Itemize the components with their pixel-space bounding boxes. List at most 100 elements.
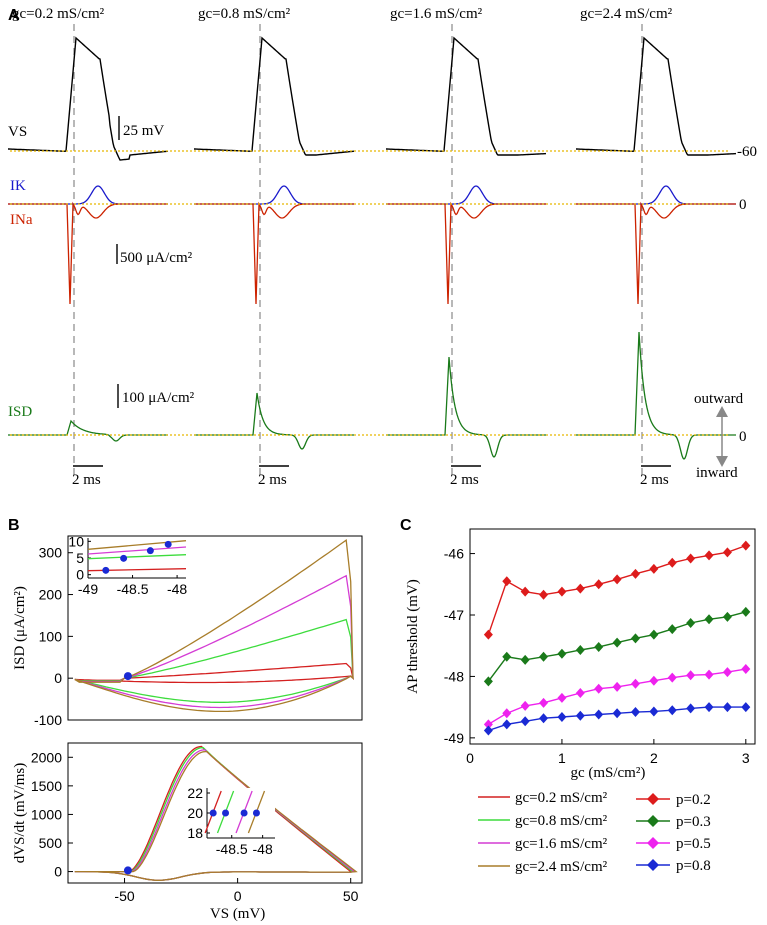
c-data-point [630,633,640,644]
legend-p-label: p=0.5 [676,836,711,852]
isd-trace [8,419,168,442]
c-ytick-label: -49 [444,730,464,746]
condition-title: gc=0.8 mS/cm² [198,6,291,22]
condition-title: gc=2.4 mS/cm² [580,6,673,22]
b-bottom-inset-ytick-label: 22 [187,785,203,801]
b-bottom-ytick-label: 2000 [31,749,62,765]
legend-gc-label: gc=0.8 mS/cm² [515,813,608,829]
c-data-point [594,683,604,694]
ik-ina-reference-value: 0 [739,197,747,213]
b-bottom-inset-ytick-label: 18 [187,825,203,841]
b-top-series-line [74,618,354,703]
c-ytick-label: -47 [444,607,464,623]
legend-p-marker [647,837,659,849]
c-ytick-label: -48 [444,668,464,684]
b-bottom-xtick-label: 50 [343,888,359,904]
b-top-inset-threshold-point [102,566,110,574]
b-bottom-inset-threshold-point [209,809,217,817]
legend-p-label: p=0.2 [676,792,711,808]
c-data-point [483,725,493,736]
b-bottom-xlabel: VS (mV) [210,906,265,922]
b-top-ylabel: ISD (μA/cm²) [12,586,28,670]
b-bottom-inset-xtick-label: -48.5 [216,841,248,857]
panel-label-c: C [400,517,412,534]
b-bottom-inset-xtick-label: -48 [253,841,273,857]
b-top-inset-line [87,546,187,555]
c-data-point [722,702,732,713]
c-data-point [630,678,640,689]
c-data-point [575,688,585,699]
vs-trace [576,36,737,156]
c-data-point [667,557,677,568]
c-data-point [539,589,549,600]
c-data-point [612,574,622,585]
ina-trace [194,201,354,305]
panel-c-chart: -49 -48 -47 -46 0 1 2 3 AP threshold (mV) gc (mS/… [405,528,756,781]
sd-current-scalebar-label: 100 μA/cm² [122,390,195,406]
c-xtick-label: 2 [650,750,658,766]
c-data-point [575,710,585,721]
c-data-point [704,614,714,625]
b-top-inset-threshold-point [164,540,172,548]
time-scalebar-label: 2 ms [72,472,101,488]
c-data-point [704,550,714,561]
b-top-inset-xtick-label: -49 [78,581,98,597]
c-data-point [667,624,677,635]
c-data-point [722,547,732,558]
b-bottom-ylabel: dVS/dt (mV/ms) [12,763,28,863]
b-top-inset-ytick-label: 0 [76,567,84,583]
isd-trace [194,392,354,450]
c-data-point [722,667,732,678]
b-bottom-xtick-label: 0 [234,888,242,904]
time-scalebar-label: 2 ms [640,472,669,488]
c-data-point [667,705,677,716]
c-data-point [483,629,493,640]
c-data-point [539,651,549,662]
vs-trace [8,36,169,161]
c-data-point [667,672,677,683]
c-data-point [557,586,567,597]
c-data-point [557,692,567,703]
b-bottom-inset-threshold-point [240,809,248,817]
b-bottom-ytick-label: 500 [39,835,63,851]
c-data-point [741,702,751,713]
c-data-point [686,617,696,628]
b-top-inset-threshold-point [120,554,128,562]
legend-gc-label: gc=2.4 mS/cm² [515,859,608,875]
c-data-point [575,583,585,594]
b-top-ytick-label: 300 [39,545,63,561]
b-top-series-line [74,662,355,684]
b-top-inset-line [87,554,187,560]
c-data-point [630,568,640,579]
panel-a-traces: gc=0.2 mS/cm² 2 ms gc=0.8 mS/cm² 2 ms gc=1.6… [8,6,737,488]
c-data-point [502,576,512,587]
c-data-point [520,654,530,665]
b-top-ytick-label: 200 [39,587,63,603]
legend-p-label: p=0.3 [676,814,711,830]
b-bottom-ytick-label: 1000 [31,806,62,822]
b-bottom-ytick-label: 0 [54,864,62,880]
inward-label: inward [696,465,738,481]
b-top-inset-ytick-label: 5 [76,550,84,566]
c-data-point [502,651,512,662]
c-ylabel: AP threshold (mV) [405,579,421,693]
c-data-point [520,586,530,597]
c-xtick-label: 1 [558,750,566,766]
b-bottom-inset-ytick-label: 20 [187,805,203,821]
b-top-axes-frame [67,535,363,721]
c-axes-frame [469,528,756,745]
c-data-point [483,719,493,730]
c-data-point [612,708,622,719]
isd-reference-value: 0 [739,429,747,445]
legend-p-marker [647,793,659,805]
c-data-point [539,713,549,724]
c-data-point [557,711,567,722]
b-top-ytick-label: -100 [34,712,62,728]
legend-p-label: p=0.8 [676,858,711,874]
c-data-point [704,702,714,713]
c-data-point [741,664,751,675]
outward-label: outward [694,391,744,407]
c-data-point [630,707,640,718]
